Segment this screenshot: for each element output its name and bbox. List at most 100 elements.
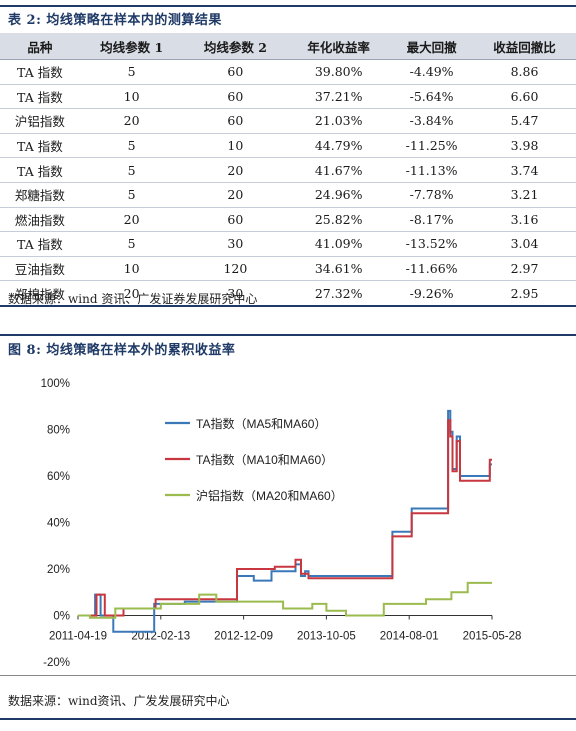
legend-label: 沪铝指数（MA20和MA60） — [196, 488, 343, 503]
table-cell: 37.21% — [287, 84, 391, 110]
table-cell: 20 — [79, 280, 184, 307]
table-body: TA 指数 5 60 39.80% -4.49% 8.86 TA 指数 10 60 37.21% -… — [0, 59, 576, 307]
x-tick-label: 2015-05-28 — [463, 631, 522, 643]
table-cell: 3.74 — [473, 157, 576, 183]
table-cell: -11.13% — [390, 157, 474, 183]
table-cell: 30 — [183, 280, 288, 307]
x-tick-label: 2013-10-05 — [297, 631, 356, 643]
table-cell: 3.98 — [473, 133, 576, 159]
table-cell: TA 指数 — [0, 59, 80, 85]
table-cell: 60 — [183, 84, 288, 110]
y-tick-label: 60% — [47, 471, 70, 483]
table-cell: 8.86 — [473, 59, 576, 85]
x-tick-label: 2014-08-01 — [380, 631, 439, 643]
table-cell: -7.78% — [390, 182, 474, 208]
table-cell: 41.67% — [287, 157, 391, 183]
table-cell: 6.60 — [473, 84, 576, 110]
x-tick-label: 2012-02-13 — [131, 631, 190, 643]
table-row: 燃油指数 20 60 25.82% -8.17% 3.16 — [0, 207, 576, 233]
table-header-row: 品种 均线参数 1 均线参数 2 年化收益率 最大回撤 收益回撤比 — [0, 33, 576, 60]
table-cell: 2.97 — [473, 256, 576, 282]
header-cell: 年化收益率 — [287, 33, 391, 60]
table-cell: 20 — [183, 157, 288, 183]
figure-caption-rule — [0, 334, 576, 336]
table-cell: TA 指数 — [0, 231, 80, 257]
table-cell: 21.03% — [287, 108, 391, 134]
y-tick-label: 80% — [47, 425, 70, 437]
table-cell: TA 指数 — [0, 157, 80, 183]
table-cell: 郑糖指数 — [0, 182, 80, 208]
table-cell: 2.95 — [473, 280, 576, 307]
table-cell: 燃油指数 — [0, 207, 80, 233]
x-tick-label: 2011-04-19 — [49, 631, 107, 643]
table-cell: 5 — [79, 133, 184, 159]
header-cell: 品种 — [0, 33, 80, 60]
y-tick-label: 100% — [41, 378, 70, 390]
series-line — [78, 419, 492, 617]
page-bottom-rule — [0, 718, 576, 720]
table-row: 沪铝指数 20 60 21.03% -3.84% 5.47 — [0, 108, 576, 134]
figure-caption: 图 8: 均线策略在样本外的累积收益率 — [8, 343, 236, 358]
figure-bottom-rule — [0, 675, 576, 676]
table-cell: 5.47 — [473, 108, 576, 134]
table-cell: 30 — [183, 231, 288, 257]
table-cell: 5 — [79, 182, 184, 208]
header-cell: 均线参数 2 — [183, 33, 288, 60]
table-cell: -11.25% — [390, 133, 474, 159]
header-cell: 最大回撤 — [390, 33, 474, 60]
table-cell: -3.84% — [390, 108, 474, 134]
table-cell: -4.49% — [390, 59, 474, 85]
table-cell: 60 — [183, 59, 288, 85]
table-cell: 27.32% — [287, 280, 391, 307]
table-cell: 3.21 — [473, 182, 576, 208]
table-cell: 10 — [79, 256, 184, 282]
table-cell: 60 — [183, 207, 288, 233]
legend-label: TA指数（MA5和MA60） — [196, 416, 326, 431]
table-cell: 10 — [79, 84, 184, 110]
table-cell: 120 — [183, 256, 288, 282]
table-source: 数据来源：wind 资讯、广发证券发展研究中心 — [8, 292, 258, 306]
table-cell: 44.79% — [287, 133, 391, 159]
table-cell: -5.64% — [390, 84, 474, 110]
table-cell: 5 — [79, 231, 184, 257]
table-cell: 20 — [79, 207, 184, 233]
table-cell: 20 — [183, 182, 288, 208]
table-cell: TA 指数 — [0, 133, 80, 159]
table-cell: 豆油指数 — [0, 256, 80, 282]
y-tick-label: -20% — [43, 657, 70, 669]
results-table: 品种 均线参数 1 均线参数 2 年化收益率 最大回撤 收益回撤比 TA 指数 5… — [0, 33, 576, 307]
y-tick-label: 20% — [47, 564, 70, 576]
table-row: TA 指数 5 10 44.79% -11.25% 3.98 — [0, 133, 576, 159]
table-row: TA 指数 10 60 37.21% -5.64% 6.60 — [0, 84, 576, 110]
table-cell: 39.80% — [287, 59, 391, 85]
table-cell: -9.26% — [390, 280, 474, 307]
table-row: 郑糖指数 5 20 24.96% -7.78% 3.21 — [0, 182, 576, 208]
table-caption: 表 2: 均线策略在样本内的测算结果 — [8, 13, 222, 28]
table-cell: 10 — [183, 133, 288, 159]
table-cell: 沪铝指数 — [0, 108, 80, 134]
table-row: 豆油指数 10 120 34.61% -11.66% 2.97 — [0, 256, 576, 282]
table-row: TA 指数 5 20 41.67% -11.13% 3.74 — [0, 157, 576, 183]
table-cell: TA 指数 — [0, 84, 80, 110]
legend-label: TA指数（MA10和MA60） — [196, 452, 333, 467]
table-cell: 3.04 — [473, 231, 576, 257]
table-cell: 24.96% — [287, 182, 391, 208]
table-row: 郑棉指数 20 30 27.32% -9.26% 2.95 — [0, 280, 576, 307]
table-cell: 5 — [79, 59, 184, 85]
table-cell: 20 — [79, 108, 184, 134]
table-row: TA 指数 5 30 41.09% -13.52% 3.04 — [0, 231, 576, 257]
header-cell: 均线参数 1 — [79, 33, 184, 60]
x-tick-label: 2012-12-09 — [214, 631, 273, 643]
figure-source: 数据来源：wind资讯、广发发展研究中心 — [8, 694, 230, 708]
table-cell: -13.52% — [390, 231, 474, 257]
table-cell: 3.16 — [473, 207, 576, 233]
series-line — [78, 581, 492, 619]
table-cell: 25.82% — [287, 207, 391, 233]
table-cell: 郑棉指数 — [0, 280, 80, 307]
cumulative-return-chart: 100% 80% 60% 40% 20% 0% -20% 2011-04-19 2012-02-… — [41, 378, 522, 669]
header-cell: 收益回撤比 — [473, 33, 576, 60]
table-cell: -11.66% — [390, 256, 474, 282]
table-cell: 41.09% — [287, 231, 391, 257]
table-cell: -8.17% — [390, 207, 474, 233]
